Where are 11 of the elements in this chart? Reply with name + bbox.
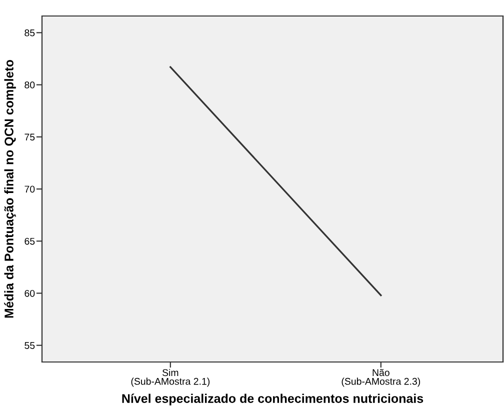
y-tick-label: 75: [24, 134, 35, 141]
y-tick-label: 60: [24, 290, 35, 297]
x-tick-label: Sim (Sub-AMostra 2.1): [131, 368, 210, 387]
y-tick-label: 80: [24, 82, 35, 88]
x-tick-label: Não (Sub-AMostra 2.3): [342, 369, 420, 387]
y-axis-title: Média da Pontuação final no QCN completo: [4, 60, 16, 318]
y-tick-label: 55: [24, 342, 35, 349]
y-tick-label: 85: [24, 29, 35, 36]
y-tick-label: 70: [24, 186, 35, 193]
y-tick-label: 65: [24, 238, 35, 245]
x-axis-title: Nível especializado de conhecimentos nutricionais: [122, 394, 424, 406]
